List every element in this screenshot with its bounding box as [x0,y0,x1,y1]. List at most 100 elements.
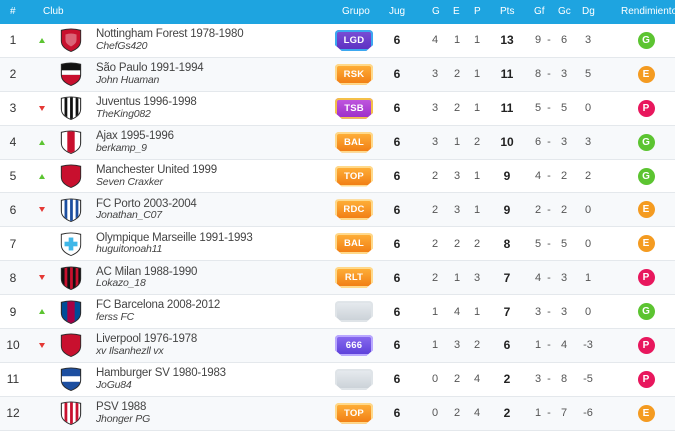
col-header-club[interactable]: Club [43,6,64,17]
stat-e: 2 [453,237,461,250]
club-name[interactable]: Juventus 1996-1998 [96,96,197,109]
club-info[interactable]: Manchester United 1999 Seven Craxker [96,160,326,193]
col-header-rendimiento[interactable]: Rendimiento [621,6,675,17]
table-row[interactable]: 12 PSV 1988 Jhonger PG TOP 6 0 2 4 2 1 -… [0,396,675,431]
club-info[interactable]: Hamburger SV 1980-1983 JoGu84 [96,363,326,396]
grupo-badge-label: TOP [335,165,373,187]
club-name[interactable]: Ajax 1995-1996 [96,130,174,143]
grupo-badge[interactable] [334,295,374,328]
table-row[interactable]: 3 Juventus 1996-1998 TheKing082 TSB 6 3 … [0,91,675,126]
table-row[interactable]: 7 Olympique Marseille 1991-1993 huguiton… [0,227,675,262]
stat-gc: 5 [560,237,568,250]
col-header-pts[interactable]: Pts [500,6,515,17]
rendimiento: E [637,58,655,91]
club-user[interactable]: ferss FC [96,311,135,324]
club-user[interactable]: Jonathan_C07 [96,209,162,222]
club-name[interactable]: Liverpool 1976-1978 [96,333,198,346]
col-header-dg[interactable]: Dg [582,6,595,17]
table-row[interactable]: 10 Liverpool 1976-1978 xv Ilsanhezll vx … [0,329,675,363]
club-user[interactable]: huguitonoah11 [96,243,163,256]
club-info[interactable]: Ajax 1995-1996 berkamp_9 [96,126,326,159]
club-crest-icon [58,160,84,193]
col-header-jug[interactable]: Jug [389,6,406,17]
col-header-gc[interactable]: Gc [558,6,571,17]
grupo-badge[interactable]: BAL [334,227,374,260]
grupo-badge[interactable]: RSK [334,58,374,91]
stat-jug: 6 [393,338,401,353]
rendimiento-badge: P [637,336,655,354]
goals-separator: - [547,305,551,318]
rendimiento-badge: E [637,404,655,422]
col-header-gf[interactable]: Gf [534,6,545,17]
grupo-badge[interactable]: RLT [334,261,374,294]
club-info[interactable]: Juventus 1996-1998 TheKing082 [96,92,326,125]
grupo-badge[interactable]: TSB [334,92,374,125]
table-row[interactable]: 4 Ajax 1995-1996 berkamp_9 BAL 6 3 1 2 1… [0,125,675,160]
table-row[interactable]: 8 AC Milan 1988-1990 Lokazo_18 RLT 6 2 1… [0,261,675,296]
grupo-badge[interactable]: TOP [334,397,374,430]
club-name[interactable]: FC Barcelona 2008-2012 [96,299,221,312]
club-user[interactable]: Lokazo_18 [96,277,146,290]
club-info[interactable]: Liverpool 1976-1978 xv Ilsanhezll vx [96,329,326,362]
table-row[interactable]: 9 FC Barcelona 2008-2012 ferss FC 6 1 4 … [0,295,675,330]
club-info[interactable]: FC Porto 2003-2004 Jonathan_C07 [96,193,326,226]
club-user[interactable]: TheKing082 [96,107,151,120]
club-user[interactable]: berkamp_9 [96,141,147,154]
club-user[interactable]: Jhonger PG [96,412,151,425]
grupo-badge[interactable] [334,363,374,396]
stat-pts: 10 [500,135,514,150]
club-name[interactable]: Olympique Marseille 1991-1993 [96,231,253,244]
club-info[interactable]: PSV 1988 Jhonger PG [96,397,326,430]
club-name[interactable]: AC Milan 1988-1990 [96,265,198,278]
club-info[interactable]: FC Barcelona 2008-2012 ferss FC [96,295,326,328]
grupo-badge[interactable]: RDC [334,193,374,226]
col-header-p[interactable]: P [474,6,481,17]
table-row[interactable]: 2 São Paulo 1991-1994 John Huaman RSK 6 … [0,57,675,92]
club-info[interactable]: AC Milan 1988-1990 Lokazo_18 [96,261,326,294]
position: 10 [6,338,20,353]
stat-gf: 5 [534,102,542,115]
grupo-badge[interactable]: LGD [334,24,374,57]
club-user[interactable]: Seven Craxker [96,175,163,188]
club-user[interactable]: ChefGs420 [96,39,148,52]
club-name[interactable]: Nottingham Forest 1978-1980 [96,28,244,41]
col-header-e[interactable]: E [453,6,460,17]
stat-e: 1 [453,271,461,284]
club-name[interactable]: Manchester United 1999 [96,163,217,176]
club-name[interactable]: São Paulo 1991-1994 [96,62,204,75]
trend-down-icon [39,342,45,348]
stat-dg: 3 [584,136,592,149]
stat-p: 4 [473,373,481,386]
stat-dg: 0 [584,102,592,115]
trend-indicator [35,58,49,91]
grupo-badge[interactable]: 666 [334,329,374,362]
grupo-badge-label: RDC [335,199,373,221]
club-info[interactable]: Nottingham Forest 1978-1980 ChefGs420 [96,24,326,57]
grupo-badge[interactable]: TOP [334,160,374,193]
col-header-grupo[interactable]: Grupo [342,6,370,17]
table-row[interactable]: 5 Manchester United 1999 Seven Craxker T… [0,159,675,194]
stat-p: 1 [473,34,481,47]
club-name[interactable]: FC Porto 2003-2004 [96,197,197,210]
grupo-badge-label: RSK [335,63,373,85]
stat-gc: 2 [560,170,568,182]
trend-indicator [35,261,49,294]
goals-separator: - [547,339,551,352]
club-name[interactable]: PSV 1988 [96,401,147,414]
stat-gf: 4 [534,170,542,182]
col-header-g[interactable]: G [432,6,440,17]
club-user[interactable]: John Huaman [96,73,160,86]
trend-down-icon [39,275,45,281]
club-info[interactable]: Olympique Marseille 1991-1993 huguitonoa… [96,227,326,260]
table-row[interactable]: 6 FC Porto 2003-2004 Jonathan_C07 RDC 6 … [0,193,675,228]
club-name[interactable]: Hamburger SV 1980-1983 [96,367,226,380]
stat-gc: 3 [560,68,568,81]
club-info[interactable]: São Paulo 1991-1994 John Huaman [96,58,326,91]
table-row[interactable]: 11 Hamburger SV 1980-1983 JoGu84 6 0 2 4… [0,362,675,397]
position: 12 [6,406,20,421]
grupo-badge[interactable]: BAL [334,126,374,159]
table-row[interactable]: 1 Nottingham Forest 1978-1980 ChefGs420 … [0,24,675,58]
club-user[interactable]: JoGu84 [96,378,132,391]
club-user[interactable]: xv Ilsanhezll vx [96,345,164,357]
trend-up-icon [39,309,45,315]
